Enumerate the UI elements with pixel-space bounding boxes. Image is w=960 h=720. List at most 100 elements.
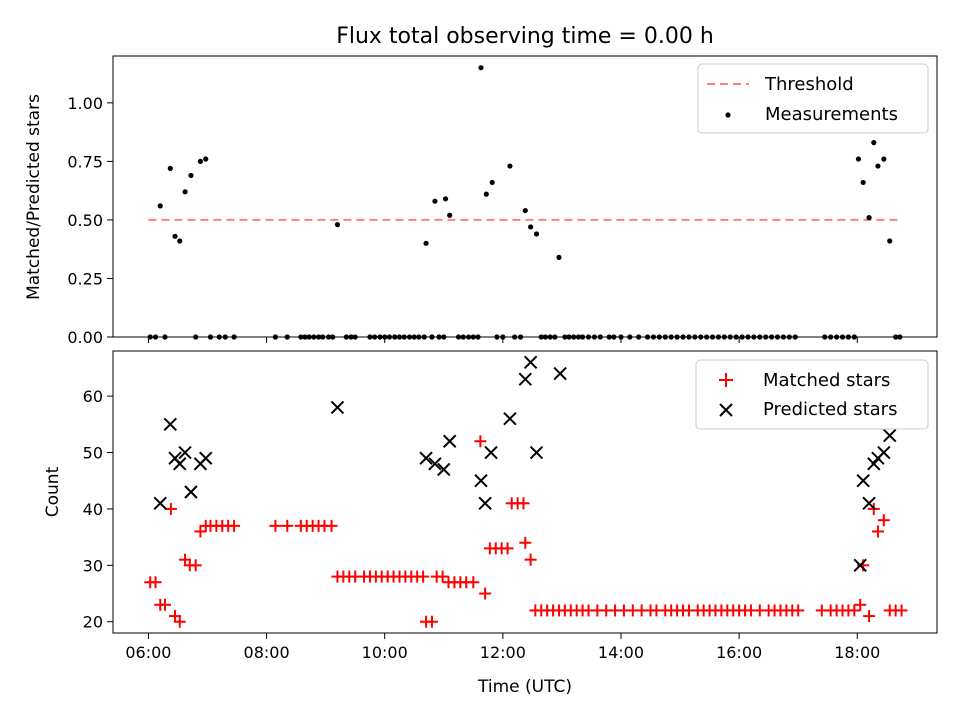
matched-star-point <box>228 519 241 532</box>
predicted-star-point <box>419 451 433 465</box>
predicted-star-point <box>503 411 517 426</box>
predicted-star-point <box>853 558 867 573</box>
legend-predicted-swatch <box>719 403 733 417</box>
measurement-point <box>860 179 866 186</box>
top-y-tick-label: 0.00 <box>67 328 103 347</box>
predicted-star-point <box>442 434 457 448</box>
measurement-point <box>528 224 534 230</box>
bottom-y-tick-label: 60 <box>83 387 103 406</box>
matched-star-point <box>194 525 207 538</box>
top-legend: Threshold Measurements <box>697 63 929 134</box>
matched-star-point <box>467 576 480 589</box>
top-y-axis-label: Matched/Predicted stars <box>24 94 44 300</box>
matched-star-point <box>149 576 162 589</box>
matched-star-point <box>189 559 202 572</box>
predicted-star-point <box>474 474 488 488</box>
measurement-point <box>188 172 194 179</box>
top-y-tick-label: 1.00 <box>67 94 103 113</box>
bottom-y-tick-label: 20 <box>83 613 103 632</box>
matched-star-point <box>519 536 532 549</box>
top-y-tick-label: 0.75 <box>67 152 103 171</box>
measurement-point <box>423 240 429 246</box>
predicted-star-point <box>523 355 538 369</box>
predicted-star-point <box>877 445 891 460</box>
measurement-point <box>177 238 183 244</box>
matched-star-point <box>517 497 530 510</box>
predicted-star-point <box>883 428 897 443</box>
matched-star-point <box>524 553 537 566</box>
bottom-y-axis: 20 30 40 50 60 <box>83 387 113 632</box>
predicted-star-point <box>173 457 187 471</box>
measurement-point <box>483 191 489 197</box>
top-panel: 0.00 0.25 0.50 0.75 1.00 Matched/Predicted s… <box>24 55 938 347</box>
measurement-point <box>556 254 562 260</box>
legend-measurements-label: Measurements <box>765 104 898 125</box>
matched-star-point <box>871 525 884 538</box>
matched-star-point <box>325 519 338 532</box>
matched-star-point <box>848 604 861 617</box>
x-tick-label: 14:00 <box>598 643 644 662</box>
top-x-axis <box>147 337 858 343</box>
measurement-point <box>478 65 484 71</box>
matched-star-point <box>158 598 171 611</box>
x-tick-label: 08:00 <box>244 643 290 662</box>
predicted-star-point <box>437 462 451 477</box>
x-tick-label: 06:00 <box>125 643 171 662</box>
matched-star-point <box>164 502 177 515</box>
predicted-star-point <box>484 445 498 460</box>
top-y-tick-label: 0.50 <box>67 211 103 230</box>
measurement-point <box>172 233 178 239</box>
matched-star-point <box>863 610 876 623</box>
x-tick-label: 12:00 <box>480 643 526 662</box>
measurement-point <box>197 158 204 164</box>
measurement-point <box>432 198 438 204</box>
matched-star-point <box>425 615 438 628</box>
predicted-star-point <box>856 474 870 488</box>
measurement-point <box>875 163 881 169</box>
x-tick-label: 18:00 <box>834 643 880 662</box>
bottom-y-tick-label: 40 <box>83 500 103 519</box>
measurement-point <box>447 212 453 218</box>
measurement-point <box>507 163 513 169</box>
measurement-point <box>334 222 341 228</box>
predicted-star-point <box>178 445 192 460</box>
measurement-point <box>533 231 540 237</box>
predicted-star-point <box>330 400 345 415</box>
bottom-y-tick-label: 50 <box>83 444 103 463</box>
predicted-star-point <box>163 417 178 432</box>
bottom-y-tick-label: 30 <box>83 556 103 575</box>
matched-star-point <box>436 570 449 583</box>
bottom-legend-box <box>695 359 929 430</box>
matched-star-point <box>269 519 282 532</box>
top-legend-box <box>697 63 929 134</box>
predicted-star-point <box>518 372 533 386</box>
measurement-point <box>881 156 887 162</box>
legend-predicted-label: Predicted stars <box>763 399 897 420</box>
measurement-point <box>182 189 188 195</box>
matched-star-point <box>281 519 294 532</box>
predicted-star-point <box>184 485 198 499</box>
predicted-star-point <box>478 496 492 510</box>
legend-threshold-label: Threshold <box>764 74 854 95</box>
legend-matched-swatch <box>719 373 733 387</box>
measurement-point <box>866 214 872 221</box>
measurement-point <box>203 156 209 162</box>
matched-star-point <box>792 604 805 617</box>
measurement-point <box>887 238 893 244</box>
matched-star-point <box>877 514 890 527</box>
predicted-star-point <box>862 496 876 510</box>
bottom-panel: 20 30 40 50 60 06:00 08:00 10:00 12:00 14:00 16:0… <box>43 350 938 697</box>
legend-matched-label: Matched stars <box>763 370 890 391</box>
x-axis-label: Time (UTC) <box>477 677 572 697</box>
top-y-tick-label: 0.25 <box>67 269 103 288</box>
matched-star-point <box>895 604 908 617</box>
measurement-point <box>489 179 495 186</box>
bottom-axes-frame <box>112 350 938 634</box>
matched-star-point <box>474 435 487 448</box>
predicted-star-point <box>428 457 442 471</box>
top-y-axis: 0.00 0.25 0.50 0.75 1.00 <box>67 94 113 347</box>
predicted-star-point <box>199 451 213 465</box>
x-tick-label: 10:00 <box>362 643 408 662</box>
matched-star-point <box>854 598 867 611</box>
